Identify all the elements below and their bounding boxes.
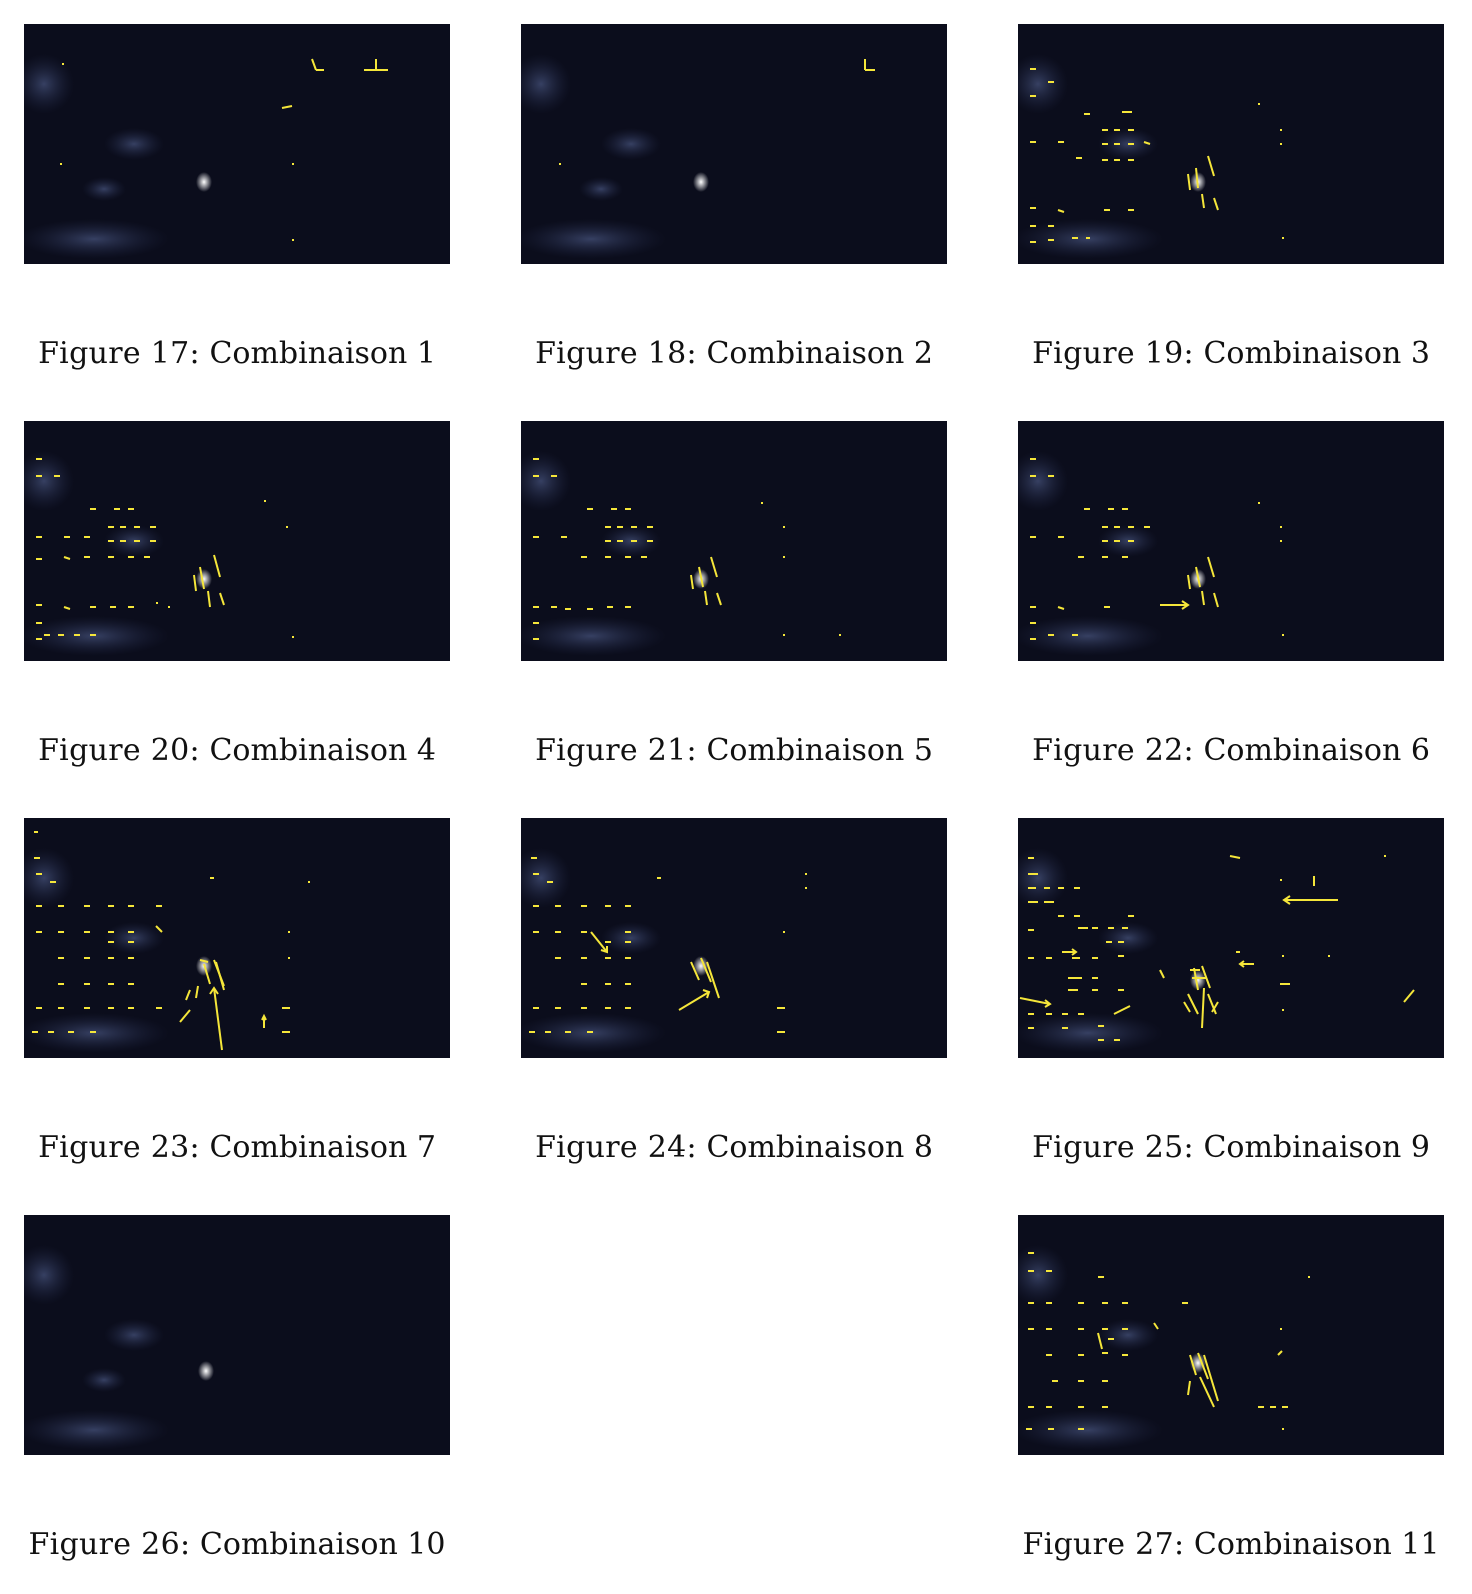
figure-21-image-svg (521, 421, 947, 661)
figure-18-image-svg (521, 24, 947, 264)
figure-label: Figure 26: (28, 1527, 191, 1562)
figure-label: Figure 18: (535, 336, 697, 371)
figure-17-image-svg (24, 24, 450, 264)
figure-21-caption: Figure 21: Combinaison 5 (501, 733, 967, 768)
figure-26-image-svg (24, 1215, 450, 1455)
figure-caption-text: Combinaison 6 (1203, 733, 1430, 768)
figure-label: Figure 22: (1032, 733, 1194, 768)
figure-20-caption: Figure 20: Combinaison 4 (4, 733, 470, 768)
figure-27-image (1018, 1215, 1444, 1455)
figure-22-caption: Figure 22: Combinaison 6 (998, 733, 1464, 768)
figure-label: Figure 23: (38, 1130, 200, 1165)
figure-caption-text: Combinaison 9 (1203, 1130, 1430, 1165)
figure-18-caption: Figure 18: Combinaison 2 (501, 336, 967, 371)
figure-label: Figure 24: (535, 1130, 697, 1165)
figure-17-image (24, 24, 450, 264)
figure-25-image (1018, 818, 1444, 1058)
figure-caption-text: Combinaison 1 (209, 336, 436, 371)
figure-caption-text: Combinaison 8 (706, 1130, 933, 1165)
figure-caption-text: Combinaison 2 (706, 336, 933, 371)
figure-22-image (1018, 421, 1444, 661)
figure-20-image-svg (24, 421, 450, 661)
figure-24-caption: Figure 24: Combinaison 8 (501, 1130, 967, 1165)
figure-label: Figure 17: (38, 336, 200, 371)
figure-label: Figure 27: (1022, 1527, 1185, 1562)
figure-23-image (24, 818, 450, 1058)
figure-19-image (1018, 24, 1444, 264)
figure-label: Figure 19: (1032, 336, 1194, 371)
figure-26-caption: Figure 26: Combinaison 10 (4, 1527, 470, 1562)
figure-25-caption: Figure 25: Combinaison 9 (998, 1130, 1464, 1165)
figure-caption-text: Combinaison 5 (706, 733, 933, 768)
figure-18-image (521, 24, 947, 264)
figure-25-image-svg (1018, 818, 1444, 1058)
figure-26-image (24, 1215, 450, 1455)
figure-24-image (521, 818, 947, 1058)
figure-caption-text: Combinaison 4 (209, 733, 436, 768)
figure-22-image-svg (1018, 421, 1444, 661)
figure-27-image-svg (1018, 1215, 1444, 1455)
figure-24-image-svg (521, 818, 947, 1058)
figure-19-image-svg (1018, 24, 1444, 264)
figure-23-caption: Figure 23: Combinaison 7 (4, 1130, 470, 1165)
figure-caption-text: Combinaison 7 (209, 1130, 436, 1165)
figure-27-caption: Figure 27: Combinaison 11 (998, 1527, 1464, 1562)
figure-17-caption: Figure 17: Combinaison 1 (4, 336, 470, 371)
figure-20-image (24, 421, 450, 661)
figure-23-image-svg (24, 818, 450, 1058)
figure-label: Figure 21: (535, 733, 697, 768)
figure-label: Figure 25: (1032, 1130, 1194, 1165)
figure-19-caption: Figure 19: Combinaison 3 (998, 336, 1464, 371)
figure-label: Figure 20: (38, 733, 200, 768)
figure-21-image (521, 421, 947, 661)
figure-caption-text: Combinaison 3 (1203, 336, 1430, 371)
figure-caption-text: Combinaison 10 (199, 1527, 446, 1562)
figure-caption-text: Combinaison 11 (1193, 1527, 1440, 1562)
